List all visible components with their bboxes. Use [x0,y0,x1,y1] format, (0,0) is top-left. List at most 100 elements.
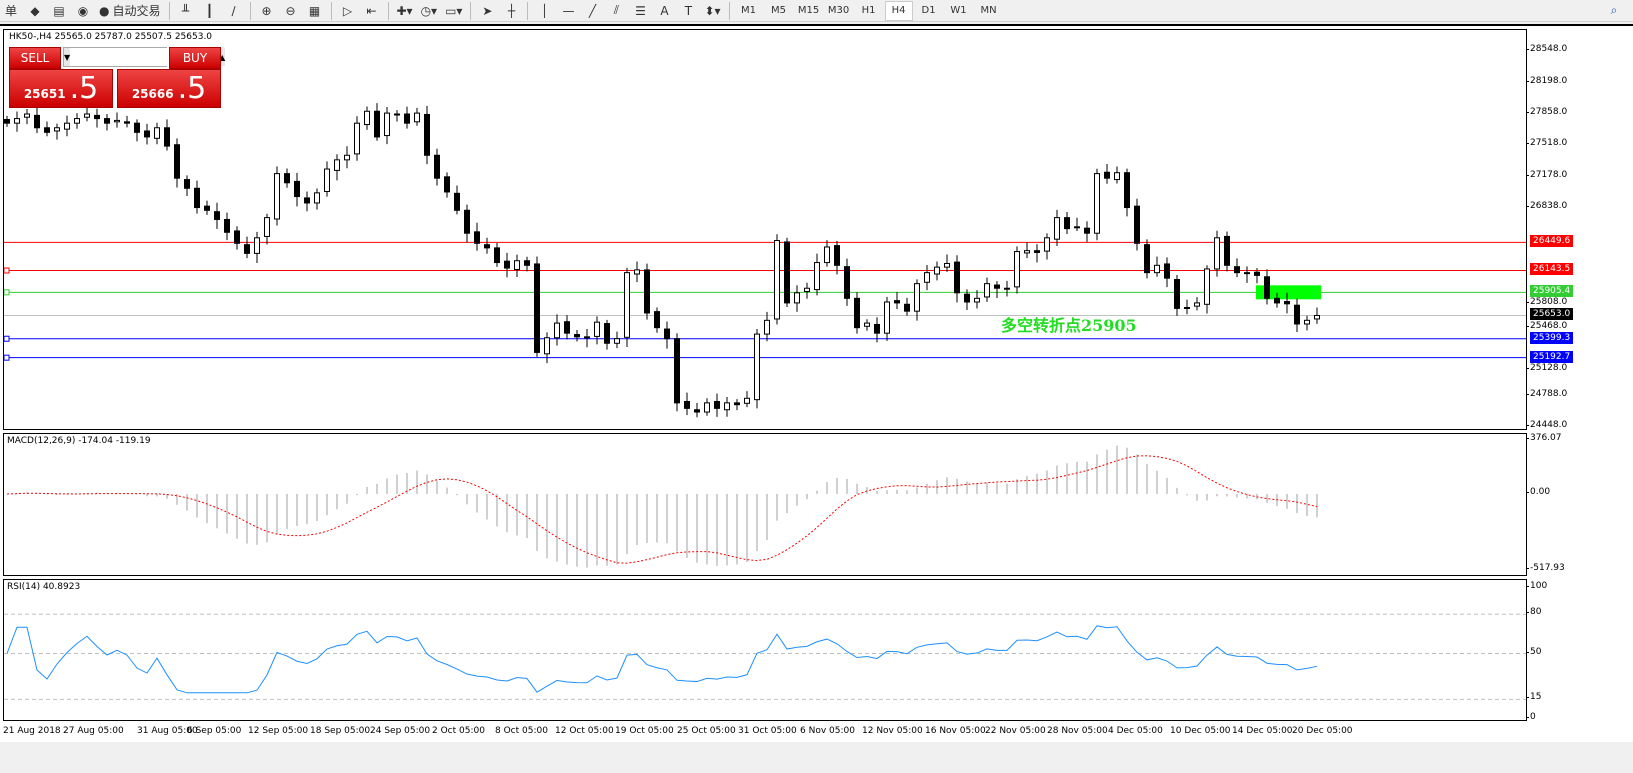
timeframe-m5[interactable]: M5 [771,5,787,16]
timeframe-w1[interactable]: W1 [950,5,967,16]
time-tick: 8 Oct 05:00 [495,726,548,736]
bearish-candle [524,260,530,266]
highlight-rectangle[interactable] [1256,285,1321,300]
indicators-icon[interactable]: ✚▾ [394,1,416,21]
lot-size-stepper[interactable]: ▼ ▲ [63,47,226,67]
bearish-candle [534,263,540,353]
line-chart-icon[interactable]: ∕ [223,1,245,21]
increase-lot-button[interactable]: ▲ [219,48,226,66]
auto-scroll-icon[interactable]: ▷ [337,1,359,21]
bullish-candle [1194,302,1200,307]
chart-window[interactable]: HK50-,H4 25565.0 25787.0 25507.5 25653.0… [0,24,1633,742]
zoom-in-icon: ⊕ [261,3,272,18]
level-handle[interactable] [4,335,10,342]
trendline-icon[interactable]: ╱ [581,1,603,21]
fibonacci-icon[interactable]: ☰ [629,1,651,21]
timeframe-m1[interactable]: M1 [741,5,757,16]
crosshair-icon[interactable]: ┼ [500,1,522,21]
vertical-line-icon[interactable]: │ [533,1,555,21]
bullish-candle [594,321,600,337]
bearish-candle [1254,271,1260,276]
rsi-panel[interactable]: RSI(14) 40.8923 [3,579,1527,721]
bullish-candle [1094,173,1100,234]
sell-price-button[interactable]: 25651.5 [9,69,113,108]
sell-button[interactable]: SELL [9,47,61,69]
fibonacci-icon: ☰ [635,3,646,18]
macd-axis: 376.07 0.00 -517.93 [1525,433,1633,576]
navigator-icon: ▤ [53,3,65,18]
bearish-candle [874,323,880,334]
bearish-candle [844,266,850,299]
bearish-candle [1284,301,1290,305]
bar-chart-icon[interactable]: ╨ [175,1,197,21]
toolbar-separator [249,1,251,20]
timeframe-h1[interactable]: H1 [861,5,876,16]
rsi-tick: 0 [1526,712,1536,722]
price-axis[interactable]: 26449.6 26143.5 25905.4 25653.0 25399.3 25192… [1525,29,1633,430]
time-tick: 18 Sep 05:00 [310,726,371,736]
arrows-icon[interactable]: ⬍▾ [701,1,723,21]
level-handle[interactable] [4,354,10,361]
zoom-out-icon[interactable]: ⊖ [280,1,302,21]
equidistant-channel-icon: ⫽ [613,3,620,17]
bearish-candle [714,400,720,409]
chart-shift-icon[interactable]: ⇤ [361,1,383,21]
buy-price-button[interactable]: 25666.5 [117,69,221,108]
price-panel[interactable]: HK50-,H4 25565.0 25787.0 25507.5 25653.0… [3,29,1527,430]
price-tick: 27178.0 [1525,170,1568,180]
decrease-lot-button[interactable]: ▼ [64,48,71,66]
time-tick: 19 Oct 05:00 [615,726,674,736]
bullish-candle [724,402,730,411]
bearish-candle [1134,205,1140,244]
horizontal-line-icon[interactable]: — [557,1,579,21]
periods-icon: ◷▾ [420,3,438,18]
templates-icon[interactable]: ▭▾ [442,1,465,21]
level-handle[interactable] [4,289,10,296]
timeframe-m30[interactable]: M30 [827,5,850,16]
bearish-candle [174,144,180,179]
timeframe-m15[interactable]: M15 [797,5,820,16]
buy-price-main: 25666 [131,87,174,101]
text-icon[interactable]: A [653,1,675,21]
signals-icon: ◉ [77,3,89,18]
search-icon[interactable]: ⌕ [1610,3,1618,17]
buy-button[interactable]: BUY [169,47,221,69]
macd-panel[interactable]: MACD(12,26,9) -174.04 -119.19 [3,433,1527,576]
candlestick-icon[interactable]: ┃ [199,1,221,21]
bullish-candle [1114,172,1120,181]
rsi-tick: 50 [1525,646,1542,657]
line-chart-icon: ∕ [231,3,236,18]
level-handle[interactable] [4,267,10,274]
new-order-icon[interactable]: 单 [0,1,22,21]
toolbar-separator [387,1,389,20]
bearish-candle [474,231,480,244]
timeframe-h4[interactable]: H4 [884,0,913,21]
periods-icon[interactable]: ◷▾ [418,1,441,21]
signals-icon[interactable]: ◉ [72,1,94,21]
tile-windows-icon[interactable]: ▦ [304,1,326,21]
price-tick: 25128.0 [1525,363,1568,373]
horizontal-line-icon: — [562,3,575,18]
timeframe-mn[interactable]: MN [980,5,997,16]
bearish-candle [854,297,860,329]
time-tick: 12 Nov 05:00 [862,726,923,736]
bullish-candle [344,154,350,161]
price-level-tag: 26143.5 [1530,263,1574,275]
bullish-candle [974,297,980,303]
text-label-icon[interactable]: T [677,1,699,21]
bearish-candle [164,127,170,147]
zoom-in-icon[interactable]: ⊕ [256,1,278,21]
history-center-icon[interactable]: ◆ [24,1,46,21]
bullish-candle [744,397,750,404]
bullish-candle [84,113,90,118]
bearish-candle [484,244,490,249]
price-tick: 25468.0 [1525,321,1568,331]
bearish-candle [304,197,310,204]
cursor-icon[interactable]: ➤ [476,1,498,21]
auto-trading-button[interactable]: ● 自动交易 [96,1,164,21]
annotation-text: 多空转折点25905 [1001,316,1137,335]
navigator-icon[interactable]: ▤ [48,1,70,21]
bearish-candle [1294,304,1300,325]
timeframe-d1[interactable]: D1 [921,5,936,16]
equidistant-channel-icon[interactable]: ⫽ [605,1,627,21]
